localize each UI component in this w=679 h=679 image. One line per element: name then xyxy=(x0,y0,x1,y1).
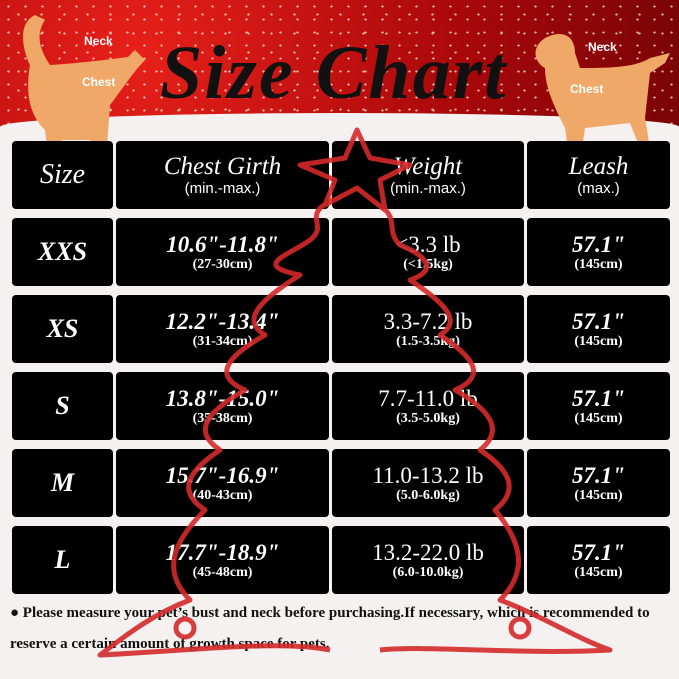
weight-kg: (5.0-6.0kg) xyxy=(396,487,460,503)
weight-cell: 7.7-11.0 lb (3.5-5.0kg) xyxy=(332,372,524,440)
header-chest-label: Chest Girth xyxy=(163,153,282,180)
header-leash-label: Leash xyxy=(568,153,629,180)
chest-cell: 17.7"-18.9" (45-48cm) xyxy=(116,526,329,594)
leash-cm: (145cm) xyxy=(574,564,623,580)
leash-cm: (145cm) xyxy=(574,256,623,272)
chest-inches: 10.6"-11.8" xyxy=(166,231,279,257)
cat-neck-label: Neck xyxy=(84,34,113,48)
measurement-note: ● Please measure your pet’s bust and nec… xyxy=(10,605,650,652)
dog-neck-label: Neck xyxy=(588,40,617,54)
leash-cell: 57.1" (145cm) xyxy=(527,372,670,440)
size-value: M xyxy=(50,467,75,497)
chest-cm: (31-34cm) xyxy=(192,333,253,349)
chest-cell: 13.8"-15.0" (35-38cm) xyxy=(116,372,329,440)
chest-cell: 10.6"-11.8" (27-30cm) xyxy=(116,218,329,286)
table-row: M 15.7"-16.9" (40-43cm) 11.0-13.2 lb (5.0-… xyxy=(12,449,670,517)
weight-kg: (6.0-10.0kg) xyxy=(392,564,464,580)
cat-chest-label: Chest xyxy=(82,75,116,89)
weight-lb: 7.7-11.0 lb xyxy=(378,385,478,411)
chest-inches: 12.2"-13.4" xyxy=(165,308,280,334)
table-row: XXS 10.6"-11.8" (27-30cm) <3.3 lb (<1.5kg)… xyxy=(12,218,670,286)
weight-cell: <3.3 lb (<1.5kg) xyxy=(332,218,524,286)
chest-cm: (45-48cm) xyxy=(192,564,253,580)
header-weight-label: Weight xyxy=(393,153,463,180)
table-row: XS 12.2"-13.4" (31-34cm) 3.3-7.2 lb (1.5-3… xyxy=(12,295,670,363)
chest-inches: 13.8"-15.0" xyxy=(165,385,280,411)
chest-inches: 17.7"-18.9" xyxy=(165,539,280,565)
weight-lb: 11.0-13.2 lb xyxy=(372,462,484,488)
table-row: S 13.8"-15.0" (35-38cm) 7.7-11.0 lb (3.5-5… xyxy=(12,372,670,440)
leash-cell: 57.1" (145cm) xyxy=(527,295,670,363)
chest-cm: (35-38cm) xyxy=(192,410,253,426)
size-cell: S xyxy=(12,372,113,440)
size-cell: XXS xyxy=(12,218,113,286)
leash-inches: 57.1" xyxy=(571,231,626,257)
size-cell: L xyxy=(12,526,113,594)
size-value: XS xyxy=(46,313,79,343)
dog-chest-label: Chest xyxy=(570,82,604,96)
page-title: Size Chart xyxy=(160,31,508,115)
header-size-label: Size xyxy=(39,158,86,190)
size-cell: M xyxy=(12,449,113,517)
dog-illustration xyxy=(535,33,670,163)
chest-cell: 15.7"-16.9" (40-43cm) xyxy=(116,449,329,517)
leash-inches: 57.1" xyxy=(571,308,626,334)
chest-cell: 12.2"-13.4" (31-34cm) xyxy=(116,295,329,363)
weight-cell: 3.3-7.2 lb (1.5-3.5kg) xyxy=(332,295,524,363)
header-weight-sub: (min.-max.) xyxy=(390,179,466,197)
leash-inches: 57.1" xyxy=(571,385,626,411)
weight-lb: 3.3-7.2 lb xyxy=(383,308,473,334)
size-value: S xyxy=(55,390,70,420)
chest-cm: (27-30cm) xyxy=(192,256,253,272)
header-chest: Chest Girth (min.-max.) xyxy=(116,141,329,209)
table-header: Size Chest Girth (min.-max.) Weight (min.-… xyxy=(12,141,670,209)
leash-cm: (145cm) xyxy=(574,487,623,503)
cat-illustration xyxy=(23,15,146,175)
size-value: XXS xyxy=(37,236,88,266)
weight-lb: <3.3 lb xyxy=(395,231,461,257)
weight-lb: 13.2-22.0 lb xyxy=(372,539,484,565)
chest-inches: 15.7"-16.9" xyxy=(165,462,280,488)
size-value: L xyxy=(54,544,71,574)
header-weight: Weight (min.-max.) xyxy=(332,141,524,209)
size-cell: XS xyxy=(12,295,113,363)
weight-cell: 11.0-13.2 lb (5.0-6.0kg) xyxy=(332,449,524,517)
weight-cell: 13.2-22.0 lb (6.0-10.0kg) xyxy=(332,526,524,594)
weight-kg: (3.5-5.0kg) xyxy=(396,410,460,426)
leash-cell: 57.1" (145cm) xyxy=(527,526,670,594)
table-row: L 17.7"-18.9" (45-48cm) 13.2-22.0 lb (6.0-… xyxy=(12,526,670,594)
weight-kg: (1.5-3.5kg) xyxy=(396,333,460,349)
leash-inches: 57.1" xyxy=(571,462,626,488)
header-leash: Leash (max.) xyxy=(527,141,670,209)
leash-cell: 57.1" (145cm) xyxy=(527,218,670,286)
header-size: Size xyxy=(12,141,113,209)
header-chest-sub: (min.-max.) xyxy=(184,179,261,197)
leash-cell: 57.1" (145cm) xyxy=(527,449,670,517)
leash-inches: 57.1" xyxy=(571,539,626,565)
leash-cm: (145cm) xyxy=(574,333,623,349)
leash-cm: (145cm) xyxy=(574,410,623,426)
chest-cm: (40-43cm) xyxy=(192,487,253,503)
header-leash-sub: (max.) xyxy=(577,179,620,197)
weight-kg: (<1.5kg) xyxy=(403,256,453,272)
